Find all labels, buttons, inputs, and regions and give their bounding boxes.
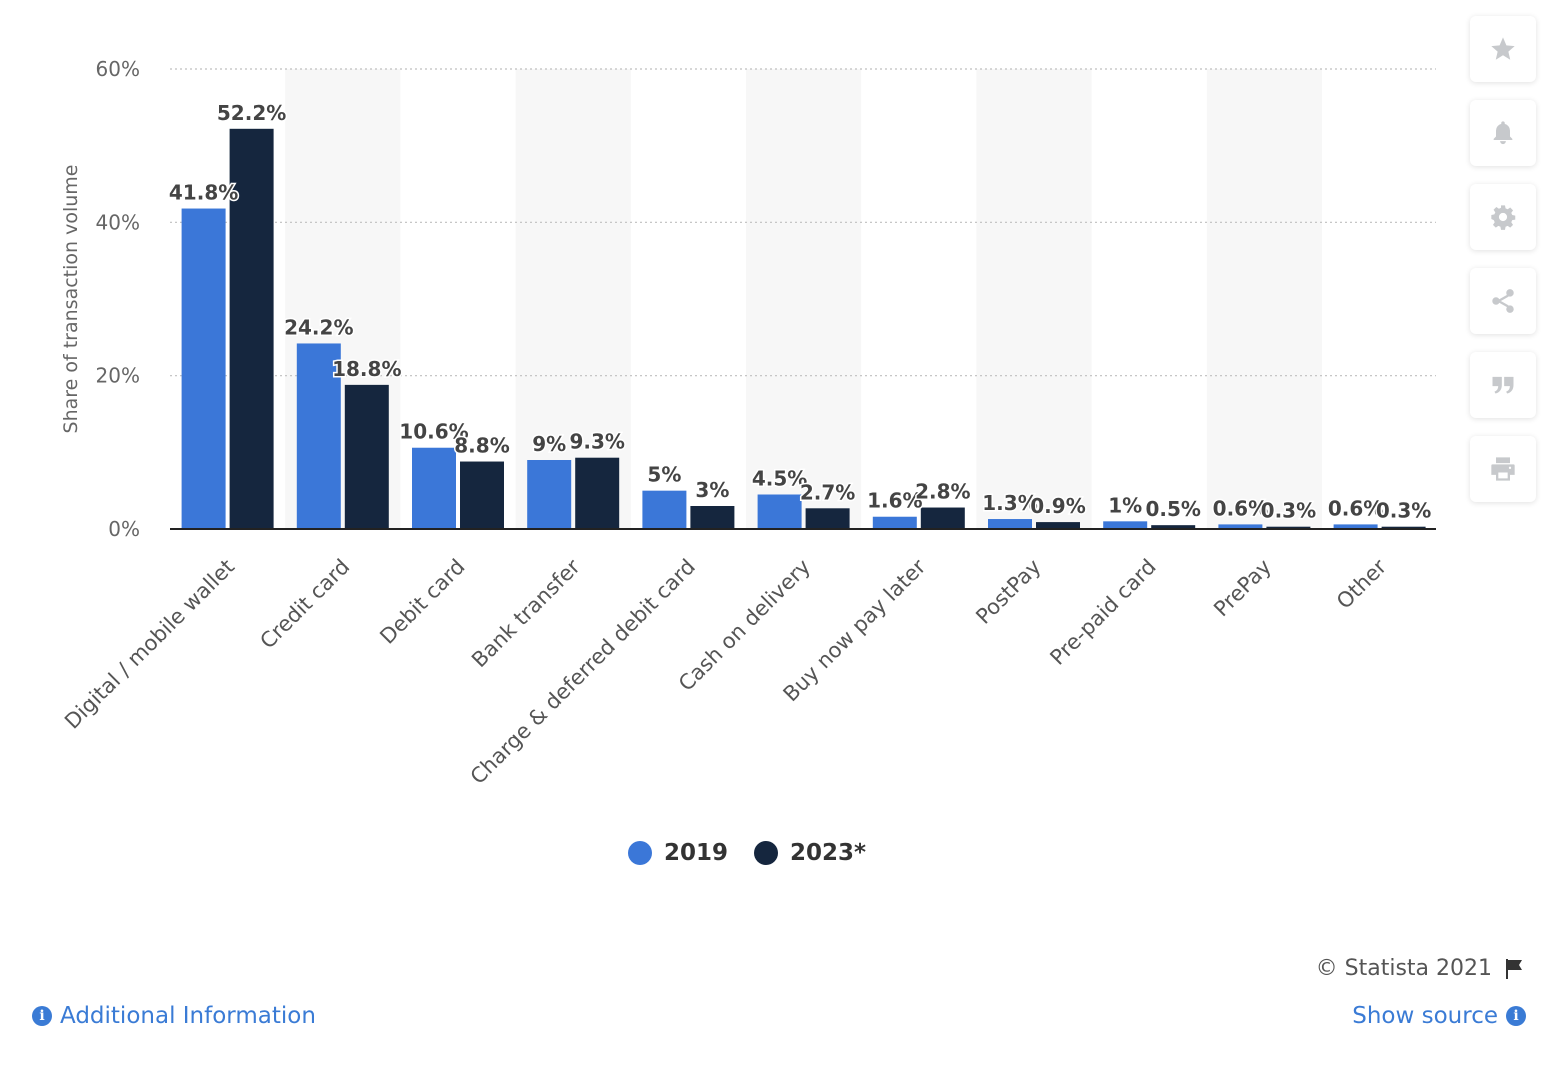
category-band (976, 69, 1092, 529)
bar-2023-8[interactable] (1151, 525, 1196, 529)
bar-2019-3[interactable] (527, 460, 572, 529)
x-tick-label: Bank transfer (467, 554, 585, 672)
data-label: 0.3% (1261, 499, 1316, 523)
chart-toolbar (1470, 16, 1536, 502)
gridlines (170, 68, 1436, 377)
cite-button[interactable] (1470, 352, 1536, 418)
info-icon: i (1506, 1006, 1526, 1026)
data-label: 1.3% (982, 491, 1037, 515)
copyright-text: © Statista 2021 (1315, 956, 1492, 981)
legend-label-2019: 2019 (664, 840, 729, 866)
x-tick-label: PrePay (1209, 555, 1276, 622)
bar-2023-2[interactable] (460, 461, 504, 529)
data-label: 9% (532, 432, 566, 456)
data-label: 0.3% (1376, 499, 1431, 523)
y-axis-ticks: 0% 20% 40% 60% (96, 57, 140, 541)
info-icon: i (32, 1006, 52, 1026)
show-source-label: Show source (1352, 1003, 1498, 1029)
x-tick-label: Credit card (255, 555, 354, 654)
data-label: 0.6% (1213, 496, 1268, 520)
data-label: 41.8% (169, 181, 238, 205)
bar-2019-2[interactable] (412, 447, 456, 529)
x-tick-label: Debit card (375, 555, 469, 649)
additional-information-label: Additional Information (60, 1003, 316, 1029)
x-tick-label: PostPay (971, 555, 1045, 629)
x-tick-label: Charge & deferred debit card (466, 555, 700, 789)
x-tick-label: Pre-paid card (1045, 555, 1160, 670)
y-tick-label: 60% (96, 57, 140, 81)
data-label: 2.7% (800, 480, 855, 504)
category-band (1206, 69, 1322, 529)
bar-2023-0[interactable] (229, 128, 274, 530)
data-label: 1.6% (867, 489, 922, 513)
legend-item-2019[interactable]: 2019 (628, 840, 728, 866)
y-tick-label: 40% (96, 210, 140, 234)
bar-2019-10[interactable] (1333, 524, 1378, 529)
data-label: 9.3% (569, 430, 624, 454)
x-tick-label: Digital / mobile wallet (60, 555, 239, 734)
gear-icon (1491, 205, 1516, 230)
bar-2019-0[interactable] (181, 208, 226, 530)
legend-marker-2019 (628, 841, 652, 865)
data-label: 3% (695, 478, 729, 502)
bar-2023-5[interactable] (805, 508, 850, 529)
bar-2023-10[interactable] (1381, 526, 1426, 529)
y-tick-label: 20% (96, 364, 140, 388)
data-labels: 41.8% 52.2% 24.2% 18.8% 10.6%8.8% 9% 9.3% 5% 3% 4… (167, 99, 1432, 524)
bar-2019-5[interactable] (757, 494, 802, 530)
bar-2019-8[interactable] (1103, 521, 1148, 529)
print-icon (1491, 457, 1515, 481)
print-button[interactable] (1470, 436, 1536, 502)
favorite-button[interactable] (1470, 16, 1536, 82)
bar-2019-6[interactable] (872, 516, 917, 529)
data-label: 0.5% (1145, 497, 1200, 521)
bars (181, 128, 1426, 530)
data-label: 0.6% (1328, 496, 1383, 520)
star-icon (1491, 37, 1515, 60)
legend-label-2023: 2023* (790, 840, 867, 866)
additional-information-link[interactable]: i Additional Information (32, 1003, 316, 1029)
data-label: 24.2% (284, 315, 353, 339)
category-band (746, 69, 862, 529)
flag-icon[interactable] (1502, 957, 1526, 981)
data-label: 0.9% (1030, 494, 1085, 518)
show-source-link[interactable]: Show source i (1352, 1003, 1526, 1029)
data-label: 18.8% (332, 357, 401, 381)
category-bands (285, 69, 1322, 529)
legend-marker-2023 (754, 841, 779, 865)
data-label: 5% (647, 463, 681, 487)
data-label: 8.8% (454, 434, 509, 458)
y-axis-title: Share of transaction volume (60, 165, 82, 434)
x-axis-labels: Digital / mobile wallet Credit card Debit … (60, 554, 1391, 789)
data-label: 10.6% (399, 420, 468, 444)
y-tick-label: 0% (108, 517, 140, 541)
bar-2023-3[interactable] (575, 457, 620, 529)
category-band (515, 69, 631, 529)
data-label: 4.5% (752, 467, 807, 491)
bar-2023-4[interactable] (690, 506, 735, 529)
bar-2023-1[interactable] (344, 384, 389, 529)
legend-item-2023[interactable]: 2023* (754, 840, 866, 866)
settings-button[interactable] (1470, 184, 1536, 250)
bar-2019-7[interactable] (988, 519, 1032, 529)
bar-2023-6[interactable] (920, 507, 965, 529)
bar-2019-1[interactable] (296, 343, 341, 529)
x-tick-label: Other (1332, 554, 1391, 613)
bar-chart: 0% 20% 40% 60% 41.8% 52.2% 24.2% 18.8% 10.6%8.8… (60, 57, 1436, 789)
bar-2019-9[interactable] (1218, 524, 1263, 529)
legend: 2019 2023* (628, 840, 866, 866)
bell-icon (1493, 121, 1513, 145)
share-icon (1492, 289, 1514, 313)
data-label: 1% (1108, 493, 1142, 517)
bar-2023-9[interactable] (1266, 526, 1311, 529)
data-label: 2.8% (915, 480, 970, 504)
bar-2019-4[interactable] (642, 490, 687, 529)
data-label: 52.2% (217, 101, 286, 125)
bar-2023-7[interactable] (1036, 522, 1080, 529)
copyright: © Statista 2021 (1316, 956, 1526, 981)
notification-button[interactable] (1470, 100, 1536, 166)
share-button[interactable] (1470, 268, 1536, 334)
quote-icon (1492, 376, 1514, 394)
